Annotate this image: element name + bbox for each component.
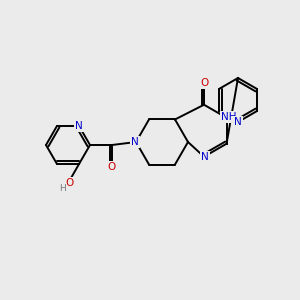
Text: H: H bbox=[60, 184, 66, 193]
Text: N: N bbox=[131, 137, 139, 147]
Text: O: O bbox=[200, 78, 208, 88]
Text: O: O bbox=[108, 162, 116, 172]
Text: N: N bbox=[75, 121, 83, 131]
Text: N: N bbox=[75, 121, 83, 131]
Text: NH: NH bbox=[221, 112, 236, 122]
Text: O: O bbox=[108, 162, 116, 172]
Text: N: N bbox=[131, 137, 139, 147]
Text: O: O bbox=[65, 178, 73, 188]
Text: H: H bbox=[60, 184, 66, 193]
Text: O: O bbox=[65, 178, 73, 188]
Text: N: N bbox=[234, 117, 242, 127]
Text: O: O bbox=[200, 78, 208, 88]
Text: N: N bbox=[201, 152, 209, 162]
Text: N: N bbox=[234, 117, 242, 127]
Text: NH: NH bbox=[221, 112, 236, 122]
Text: N: N bbox=[201, 152, 209, 162]
